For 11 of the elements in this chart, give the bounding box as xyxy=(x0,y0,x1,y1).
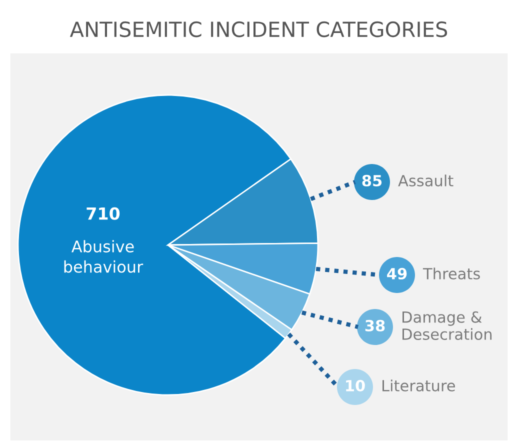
legend-label: Literature xyxy=(382,380,455,392)
slice-label: Abusive behaviour xyxy=(64,240,144,273)
legend-label: Assault xyxy=(398,174,454,186)
data-label: 710 xyxy=(86,207,120,220)
data-label: 10 xyxy=(346,380,365,392)
data-label: 49 xyxy=(387,268,407,280)
data-label: 85 xyxy=(362,174,382,186)
chart-title: ANTISEMITIC INCIDENT CATEGORIES xyxy=(70,21,448,38)
legend-label: Damage & Desecration xyxy=(402,311,492,340)
data-label: 38 xyxy=(365,320,385,332)
legend-label: Threats xyxy=(422,268,480,280)
